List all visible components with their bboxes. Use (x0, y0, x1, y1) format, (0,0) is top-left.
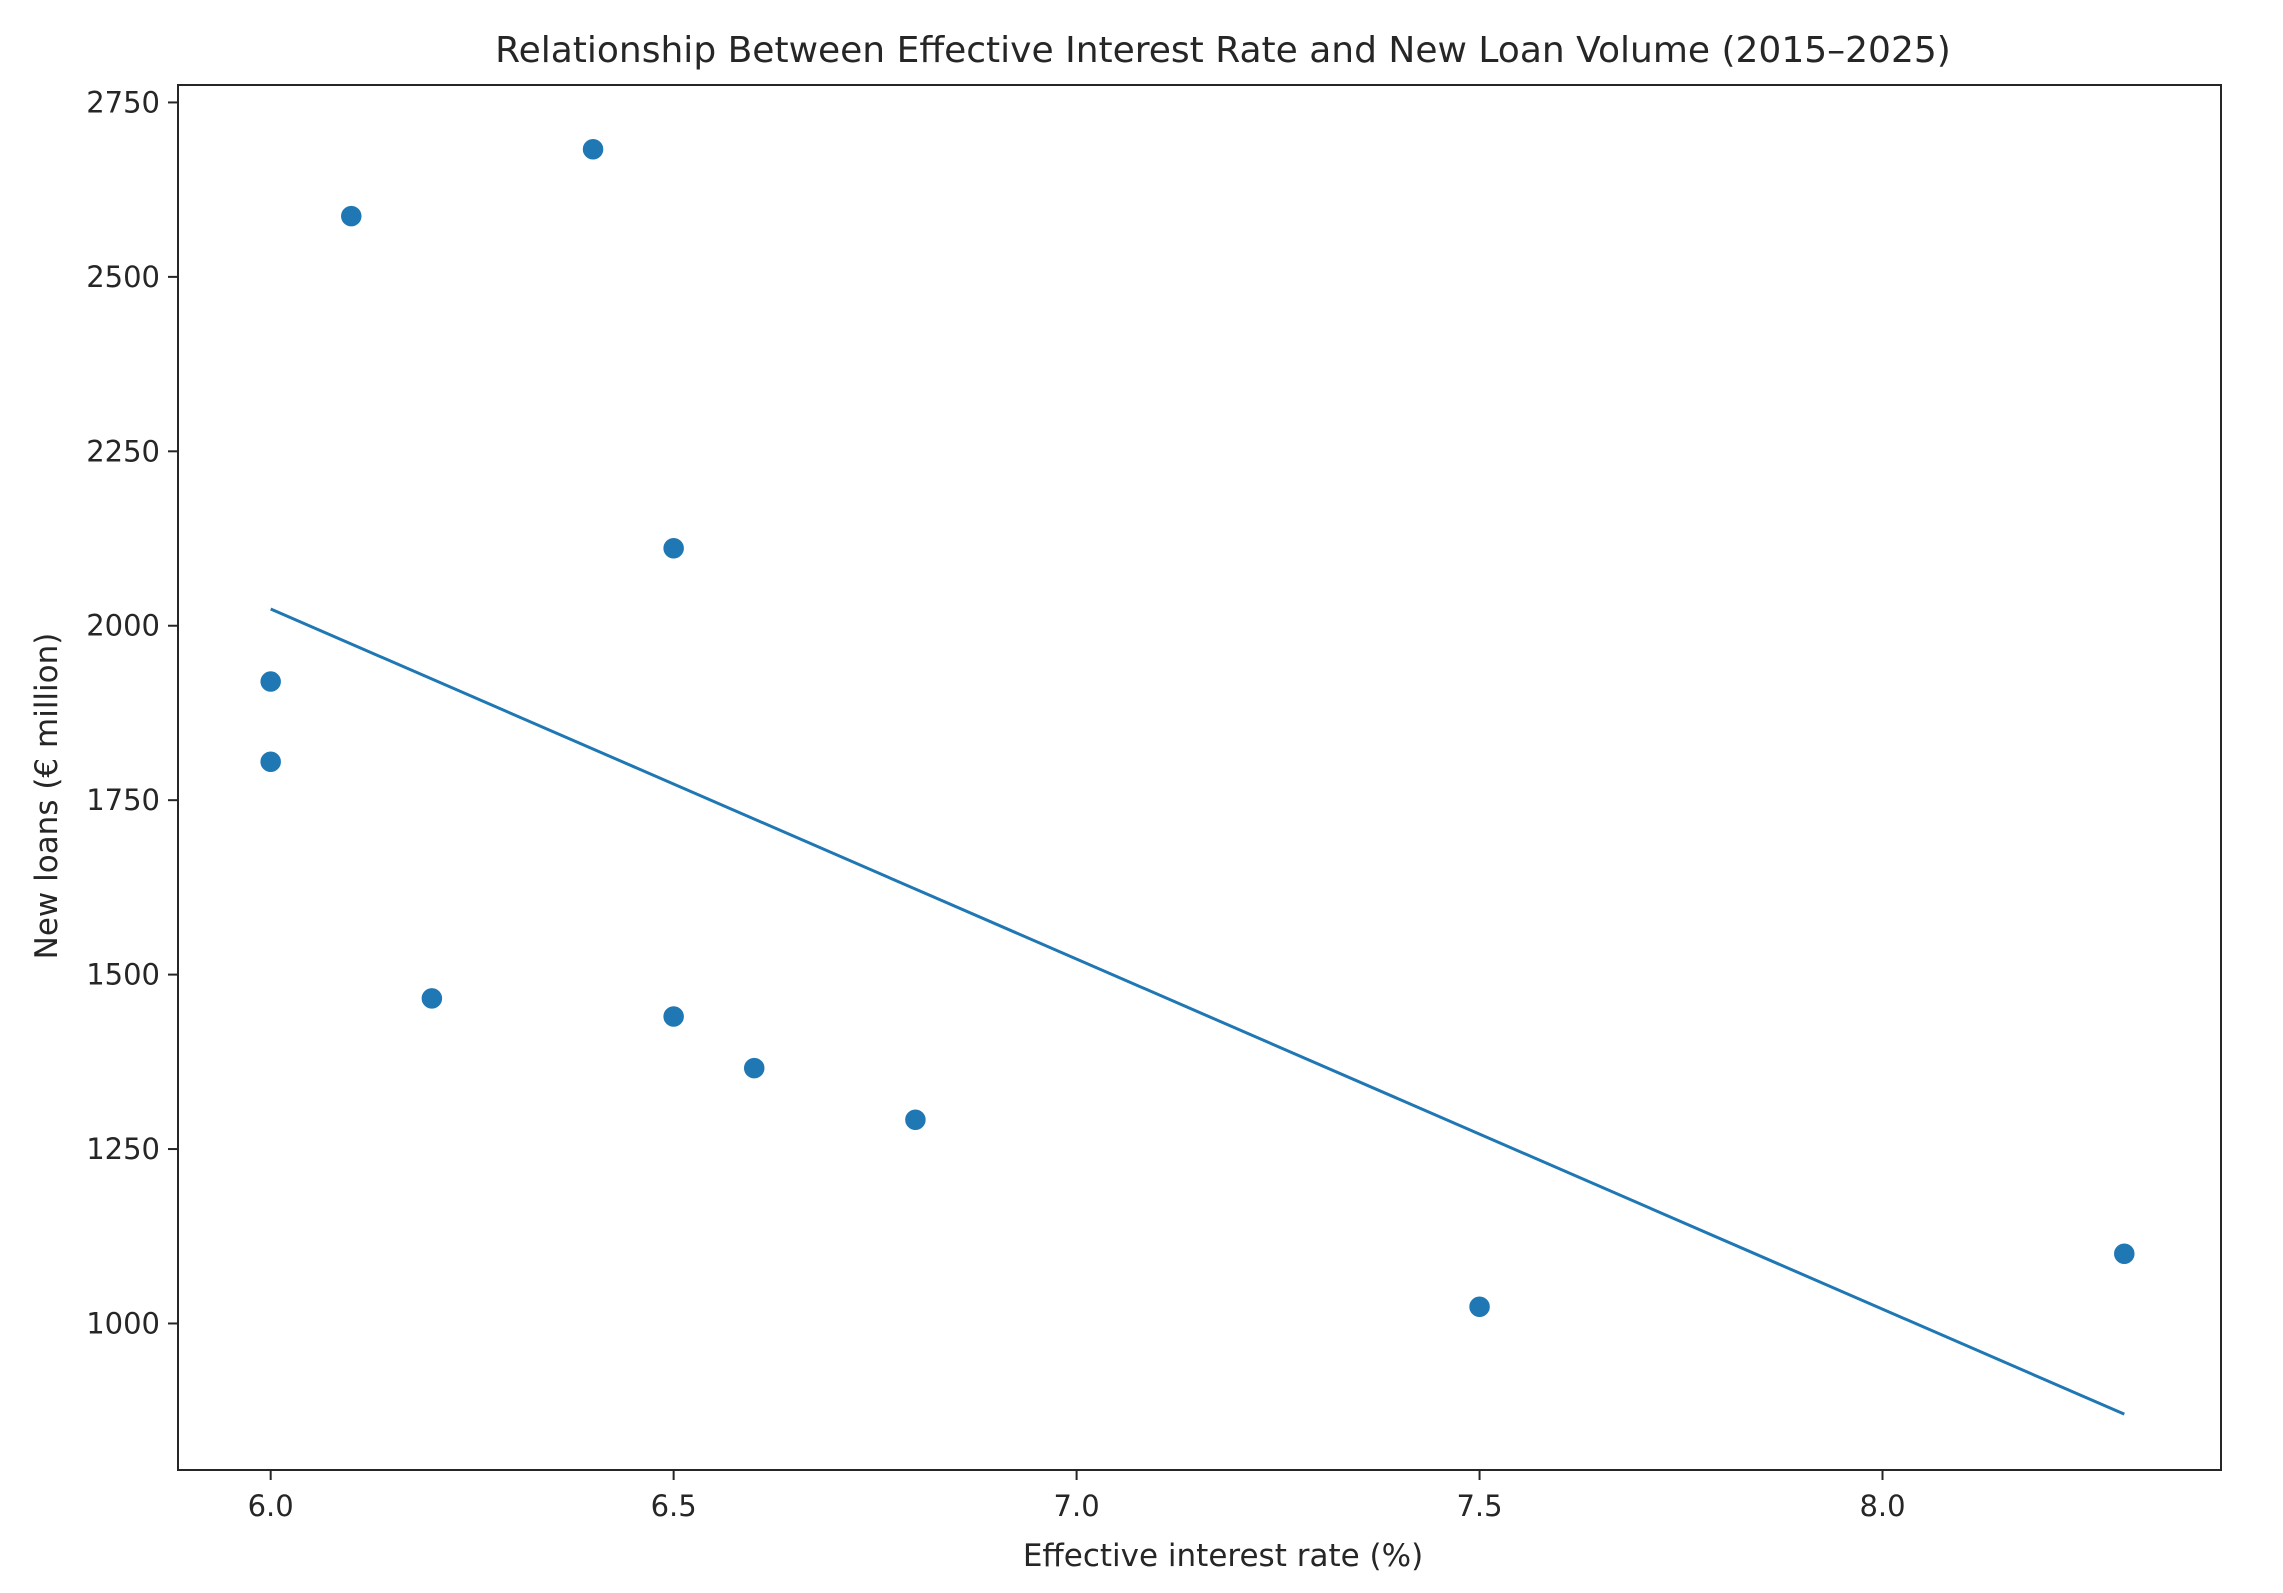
plot-area: 6.0 6.5 7.0 7.5 8.0 1000 1250 1500 1750 2000 2250 2… (86, 84, 2222, 1523)
scatter-point (1467, 1294, 1492, 1319)
x-tick-label: 7.0 (1054, 1489, 1100, 1523)
scatter-point (258, 669, 283, 694)
scatter-point (258, 750, 283, 774)
scatter-point (420, 986, 444, 1011)
x-tick-label: 6.0 (248, 1489, 294, 1523)
scatter-point (903, 1107, 928, 1132)
x-tick-label: 6.5 (651, 1489, 697, 1523)
y-tick-label: 2250 (86, 434, 160, 468)
scatter-point (661, 536, 686, 561)
y-tick-label: 1750 (86, 783, 160, 817)
y-tick-label: 2500 (86, 260, 160, 294)
scatter-point (581, 137, 605, 161)
y-tick-label: 1000 (86, 1306, 160, 1340)
trend-line (270, 607, 2125, 1416)
y-axis-label: New loans (€ million) (29, 633, 65, 960)
y-tick-label: 2000 (86, 609, 160, 643)
y-tick-label: 2750 (86, 85, 160, 119)
scatter-point (2112, 1241, 2137, 1266)
scatter-point (742, 1056, 766, 1080)
chart-title: Relationship Between Effective Interest … (495, 30, 1951, 71)
y-tick-label: 1500 (86, 958, 160, 992)
scatter-point (661, 1004, 686, 1029)
y-tick-label: 1250 (86, 1132, 160, 1166)
x-tick-label: 7.5 (1456, 1489, 1502, 1523)
x-tick-label: 8.0 (1859, 1489, 1905, 1523)
scatter-point (339, 204, 364, 228)
axes-frame (177, 84, 2222, 1471)
x-axis-label: Effective interest rate (%) (1023, 1538, 1423, 1574)
